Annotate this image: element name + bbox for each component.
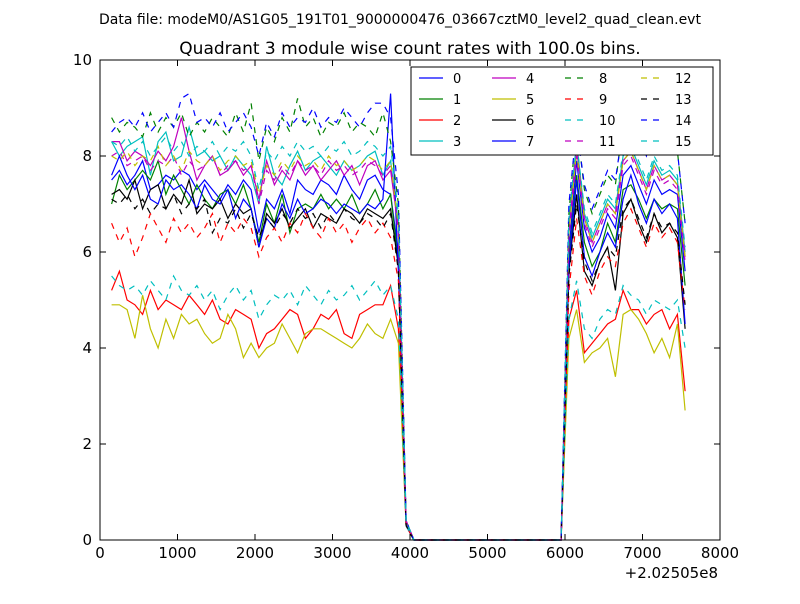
x-tick-label: 3000 (313, 544, 351, 562)
legend-label-3: 3 (453, 135, 461, 150)
y-tick-label: 4 (82, 339, 92, 357)
x-tick-label: 2000 (236, 544, 274, 562)
legend-label-7: 7 (526, 135, 534, 150)
legend-label-9: 9 (599, 93, 607, 108)
x-tick-label: 0 (95, 544, 105, 562)
y-tick-label: 0 (82, 531, 92, 549)
chart-title: Quadrant 3 module wise count rates with … (179, 39, 640, 59)
legend-label-15: 15 (675, 135, 692, 150)
series-line-14 (111, 92, 686, 541)
legend-label-12: 12 (675, 72, 692, 87)
legend-label-10: 10 (599, 114, 616, 129)
y-tick-label: 8 (82, 147, 92, 165)
series-line-2 (111, 269, 686, 541)
series-line-5 (111, 295, 686, 541)
series-line-0 (111, 159, 686, 541)
series-line-8 (111, 98, 686, 541)
series-line-10 (111, 274, 686, 541)
series-line-9 (111, 207, 686, 541)
y-tick-label: 2 (82, 435, 92, 453)
series-line-15 (111, 135, 686, 541)
x-tick-label: 6000 (546, 544, 584, 562)
legend-label-8: 8 (599, 72, 607, 87)
x-tick-label: 1000 (158, 544, 196, 562)
x-tick-label: 5000 (468, 544, 506, 562)
x-tick-label: 4000 (391, 544, 429, 562)
series-line-13 (111, 192, 686, 541)
legend-box (410, 66, 714, 156)
legend-label-4: 4 (526, 72, 534, 87)
y-tick-label: 6 (82, 243, 92, 261)
legend-label-0: 0 (453, 72, 461, 87)
x-tick-label: 7000 (623, 544, 661, 562)
legend-label-6: 6 (526, 114, 534, 129)
x-tick-label: 8000 (701, 544, 739, 562)
legend-label-5: 5 (526, 93, 534, 108)
x-axis-offset-label: +2.02505e8 (625, 564, 718, 582)
series-layer (111, 92, 686, 541)
legend-label-11: 11 (599, 135, 616, 150)
legend-label-1: 1 (453, 93, 461, 108)
figure-suptitle: Data file: modeM0/AS1G05_191T01_90000004… (99, 12, 701, 28)
legend-label-14: 14 (675, 114, 692, 129)
legend-label-2: 2 (453, 114, 461, 129)
legend-label-13: 13 (675, 93, 692, 108)
y-tick-label: 10 (73, 51, 92, 69)
